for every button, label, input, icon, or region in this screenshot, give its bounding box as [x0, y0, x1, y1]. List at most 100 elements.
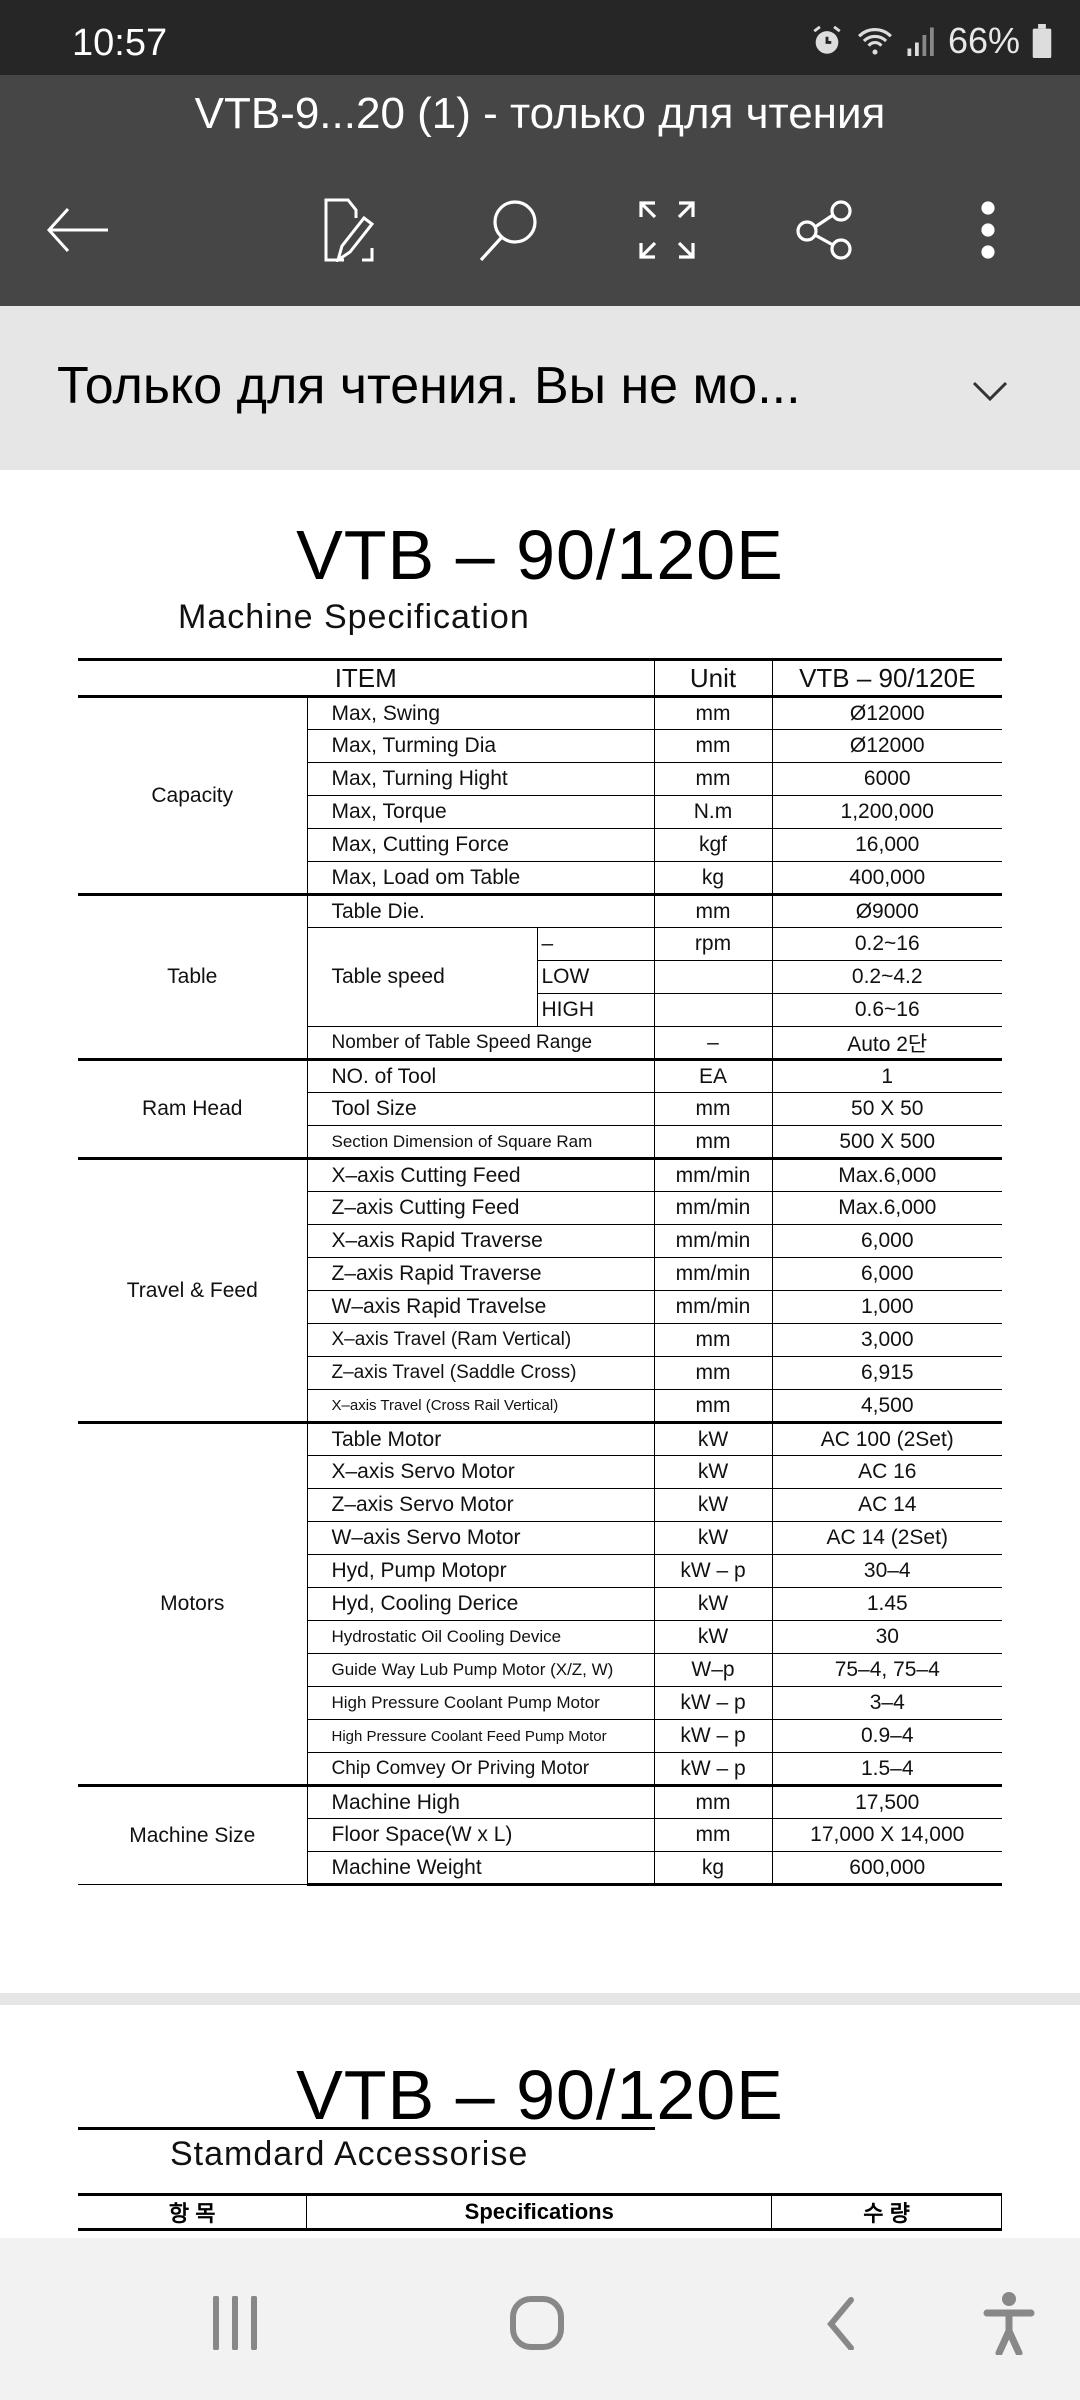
value-cell: 6000 — [771, 762, 1002, 796]
page-separator — [0, 1993, 1080, 2005]
value-cell: AC 14 (2Set) — [771, 1521, 1002, 1555]
table-row: X–axis Travel (Ram Vertical) mm 3,000 — [78, 1323, 1002, 1357]
value-cell: 500 X 500 — [771, 1125, 1002, 1159]
back-button[interactable] — [38, 195, 118, 265]
navigation-bar — [0, 2238, 1080, 2400]
accessibility-button[interactable] — [964, 2278, 1054, 2368]
item-label: Hydrostatic Oil Cooling Device — [307, 1620, 655, 1654]
unit-cell — [653, 960, 773, 994]
unit-cell: kg — [653, 1851, 773, 1886]
wifi-icon — [857, 28, 892, 55]
unit-cell: kW — [653, 1421, 773, 1456]
unit-cell: mm — [653, 1389, 773, 1423]
value-cell: 30–4 — [771, 1554, 1002, 1588]
table-header: 항 목 Specifications 수 량 — [78, 2193, 1002, 2231]
sub-item-label: HIGH — [537, 993, 655, 1027]
system-back-button[interactable] — [795, 2278, 885, 2368]
edit-button[interactable] — [312, 195, 392, 265]
share-icon — [796, 200, 852, 260]
sub-item-label: – — [536, 927, 655, 961]
more-options-button[interactable] — [948, 195, 1028, 265]
table-row: Capacity Max, Swing mm Ø12000 — [78, 695, 1002, 895]
recent-apps-button[interactable] — [190, 2278, 280, 2368]
table-row: HIGH 0.6~16 — [78, 993, 1002, 1027]
table-row: W–axis Rapid Travelse mm/min 1,000 — [78, 1290, 1002, 1324]
header-unit: Unit — [653, 658, 773, 698]
table-row: Max, Torque N.m 1,200,000 — [78, 795, 1002, 829]
fullscreen-icon — [639, 201, 695, 259]
item-label: Nomber of Table Speed Range — [307, 1026, 655, 1060]
item-label: NO. of Tool — [306, 1058, 655, 1093]
read-only-message: Только для чтения. Вы не мо... — [57, 357, 801, 415]
value-cell: Max.6,000 — [771, 1191, 1002, 1225]
value-cell: AC 14 — [771, 1488, 1002, 1522]
unit-cell: kW — [653, 1587, 773, 1621]
unit-cell: kg — [653, 861, 773, 895]
value-cell: 600,000 — [771, 1851, 1002, 1886]
table-row: Z–axis Servo Motor kW AC 14 — [78, 1488, 1002, 1522]
table-header: ITEM Unit VTB – 90/120E — [78, 658, 1002, 698]
share-button[interactable] — [785, 195, 865, 265]
value-cell: AC 100 (2Set) — [771, 1421, 1002, 1456]
unit-cell: kW — [653, 1620, 773, 1654]
unit-cell: mm/min — [653, 1191, 773, 1225]
item-label: X–axis Rapid Traverse — [307, 1224, 655, 1258]
home-button[interactable] — [492, 2278, 582, 2368]
item-label: Chip Comvey Or Priving Motor — [307, 1752, 655, 1786]
unit-cell: kgf — [653, 828, 773, 862]
alarm-icon — [813, 25, 841, 54]
more-vertical-icon — [981, 201, 995, 259]
value-cell: 3–4 — [771, 1686, 1002, 1720]
table-row: Floor Space(W x L) mm 17,000 X 14,000 — [78, 1818, 1002, 1852]
item-label: W–axis Rapid Travelse — [307, 1290, 655, 1324]
table-row: Section Dimension of Square Ram mm 500 X 5… — [78, 1125, 1002, 1159]
unit-cell: kW – p — [653, 1752, 773, 1786]
unit-cell: N.m — [653, 795, 773, 829]
page2-title: VTB – 90/120E — [296, 2056, 784, 2134]
value-cell: 0.6~16 — [771, 993, 1002, 1027]
item-label: Table Die. — [306, 893, 655, 928]
unit-cell: mm — [653, 1818, 773, 1852]
unit-cell: kW — [653, 1488, 773, 1522]
battery-icon — [1032, 24, 1052, 58]
value-cell: Max.6,000 — [771, 1157, 1002, 1192]
value-cell: 6,000 — [771, 1224, 1002, 1258]
item-label: Table Motor — [306, 1421, 655, 1456]
header-model: VTB – 90/120E — [771, 658, 1002, 698]
read-only-banner[interactable]: Только для чтения. Вы не мо... — [0, 306, 1080, 470]
document-title: VTB-9...20 (1) - только для чтения — [194, 89, 886, 138]
back-arrow-icon — [46, 207, 108, 253]
table-row: W–axis Servo Motor kW AC 14 (2Set) — [78, 1521, 1002, 1555]
item-label: Machine Weight — [307, 1851, 655, 1886]
unit-cell: kW – p — [653, 1719, 773, 1753]
search-button[interactable] — [468, 195, 548, 265]
value-cell: 17,000 X 14,000 — [771, 1818, 1002, 1852]
header-qty: 수 량 — [771, 2193, 1002, 2231]
unit-cell: rpm — [653, 927, 773, 961]
table-row: High Pressure Coolant Pump Motor kW – p 3–… — [78, 1686, 1002, 1720]
accessibility-icon — [983, 2292, 1035, 2355]
value-cell: 17,500 — [771, 1784, 1002, 1819]
table-row: Ram Head NO. of Tool EA 1 — [78, 1058, 1002, 1159]
title-underline — [78, 2127, 655, 2130]
item-label: Z–axis Travel (Saddle Cross) — [307, 1356, 655, 1390]
group-label: Motors — [78, 1421, 308, 1786]
value-cell: 4,500 — [771, 1389, 1002, 1423]
item-label: Section Dimension of Square Ram — [307, 1125, 655, 1159]
chevron-down-icon[interactable] — [960, 361, 1020, 421]
item-label: Max, Turning Hight — [307, 762, 655, 796]
back-icon — [827, 2297, 854, 2350]
table-row: Motors Table Motor kW AC 100 (2Set) — [78, 1421, 1002, 1786]
item-label: Hyd, Cooling Derice — [307, 1587, 655, 1621]
item-label: High Pressure Coolant Feed Pump Motor — [307, 1719, 655, 1753]
group-label: Table — [78, 893, 308, 1060]
value-cell: 3,000 — [771, 1323, 1002, 1357]
item-label: X–axis Travel (Cross Rail Vertical) — [307, 1389, 655, 1423]
fullscreen-button[interactable] — [627, 195, 707, 265]
item-label: Max, Torque — [307, 795, 655, 829]
unit-cell: kW — [653, 1455, 773, 1489]
table-row: Chip Comvey Or Priving Motor kW – p 1.5–4 — [78, 1752, 1002, 1786]
page1-subtitle: Machine Specification — [178, 598, 530, 636]
item-label: High Pressure Coolant Pump Motor — [307, 1686, 655, 1720]
status-time: 10:57 — [72, 22, 168, 64]
